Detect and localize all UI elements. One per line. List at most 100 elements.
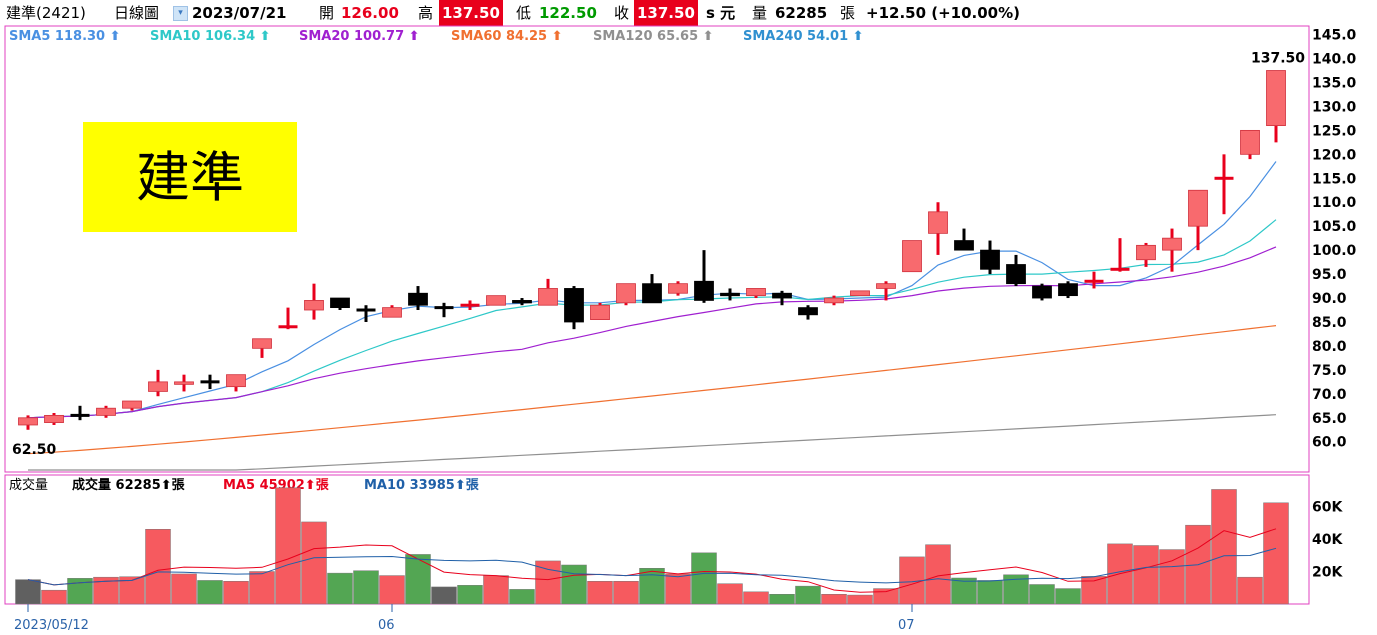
- candle-body: [148, 381, 168, 392]
- volume-tick-label: 20K: [1312, 565, 1343, 581]
- stock-name-stamp: 建準: [83, 122, 297, 232]
- candle: [1006, 254, 1026, 287]
- candle-body: [460, 303, 480, 307]
- candle-body: [954, 240, 974, 251]
- volume-bar: [483, 575, 509, 605]
- volume-ma5-line: [27, 528, 1277, 593]
- candle: [226, 374, 246, 392]
- sma60-line: [27, 325, 1277, 455]
- candle: [746, 288, 766, 299]
- ma-legend-sma60: SMA60 84.25 ⬆: [451, 29, 563, 44]
- volume-bar: [1055, 588, 1081, 605]
- candle: [590, 302, 610, 320]
- candle-body: [226, 374, 246, 388]
- candle: [1214, 154, 1234, 215]
- candle: [772, 290, 792, 306]
- price-axis: 145.0 140.0 135.0 130.0 125.0 120.0 115.0 110.0…: [1312, 28, 1357, 451]
- candle-body: [538, 288, 558, 306]
- price-tick-label: 85.0: [1312, 315, 1347, 331]
- candle: [1032, 283, 1052, 301]
- candle-body: [772, 292, 792, 299]
- volume-bar: [977, 580, 1003, 605]
- volume-bar: [821, 594, 847, 605]
- price-tick-label: 120.0: [1312, 147, 1357, 163]
- price-tick-label: 115.0: [1312, 171, 1357, 187]
- candle-body: [1240, 129, 1260, 155]
- volume-label: 量: [752, 4, 768, 22]
- volume-bar: [743, 591, 769, 605]
- period-label[interactable]: 日線圖: [114, 4, 160, 22]
- candle: [694, 250, 714, 303]
- price-tick-label: 90.0: [1312, 291, 1347, 307]
- price-tick-label: 95.0: [1312, 267, 1347, 283]
- volume-bars: [15, 487, 1289, 605]
- open-value: 126.00: [341, 4, 399, 22]
- candle-body: [44, 414, 64, 423]
- candle-body: [824, 297, 844, 304]
- volume-bar: [1263, 502, 1289, 605]
- price-annotations: 137.50 62.50: [12, 51, 1305, 458]
- sma120-line: [28, 414, 1277, 471]
- candle-body: [330, 297, 350, 309]
- price-panel-frame: [4, 25, 1310, 473]
- volume-bar: [795, 585, 821, 605]
- date-axis: 2023/05/12 06 07: [14, 604, 915, 633]
- volume-value: 62285: [775, 4, 828, 22]
- high-value: 137.50: [439, 0, 503, 26]
- volume-bar: [1159, 549, 1185, 605]
- candle-body: [902, 240, 922, 273]
- candle: [564, 286, 584, 330]
- candle: [1266, 70, 1286, 143]
- price-tick-label: 70.0: [1312, 387, 1347, 403]
- candle-body: [1188, 189, 1208, 227]
- candle: [486, 295, 506, 306]
- ma-legend-sma10: SMA10 106.34 ⬆: [150, 29, 271, 44]
- candle: [824, 295, 844, 306]
- candle: [252, 338, 272, 358]
- volume-bar: [509, 589, 535, 605]
- volume-bar: [717, 583, 743, 605]
- volume-legend-成交量: 成交量 62285⬆張: [72, 477, 186, 493]
- ma-legend-sma240: SMA240 54.01 ⬆: [743, 29, 864, 44]
- candle: [512, 298, 532, 306]
- candle-body: [18, 417, 38, 426]
- candle: [850, 290, 870, 297]
- candle-body: [668, 283, 688, 294]
- volume-bar: [769, 594, 795, 605]
- volume-bar: [327, 572, 353, 605]
- volume-bar: [145, 529, 171, 605]
- candle-body: [980, 249, 1000, 270]
- candle: [434, 302, 454, 318]
- chevron-down-icon[interactable]: ▾: [173, 6, 188, 21]
- volume-bar: [847, 594, 873, 605]
- candle: [954, 228, 974, 251]
- candle: [642, 274, 662, 304]
- volume-bar: [1029, 584, 1055, 605]
- volume-bar: [1211, 489, 1237, 605]
- volume-bar: [1237, 576, 1263, 605]
- candle-body: [200, 380, 220, 384]
- low-value: 122.50: [539, 4, 597, 22]
- candle-body: [720, 292, 740, 297]
- candle-body: [252, 338, 272, 349]
- candle-body: [694, 280, 714, 301]
- volume-legend-ma5: MA5 45902⬆張: [223, 478, 330, 493]
- volume-bar: [15, 579, 41, 605]
- sma20-line: [27, 246, 1277, 419]
- volume-bar: [41, 589, 67, 605]
- candle: [278, 307, 298, 330]
- close-suffix: s 元: [706, 4, 736, 22]
- volume-tick-label: 40K: [1312, 532, 1343, 548]
- candle-body: [382, 307, 402, 318]
- candle: [96, 405, 116, 418]
- candle-body: [1006, 264, 1026, 285]
- close-value: 137.50: [634, 0, 698, 26]
- candle: [538, 278, 558, 306]
- volume-bar: [1133, 545, 1159, 605]
- price-annotation: 137.50: [1251, 51, 1305, 67]
- candle: [330, 297, 350, 311]
- stock-name[interactable]: 建準(2421): [6, 4, 86, 22]
- ma-legend-sma120: SMA120 65.65 ⬆: [593, 29, 714, 44]
- candle: [1110, 238, 1130, 272]
